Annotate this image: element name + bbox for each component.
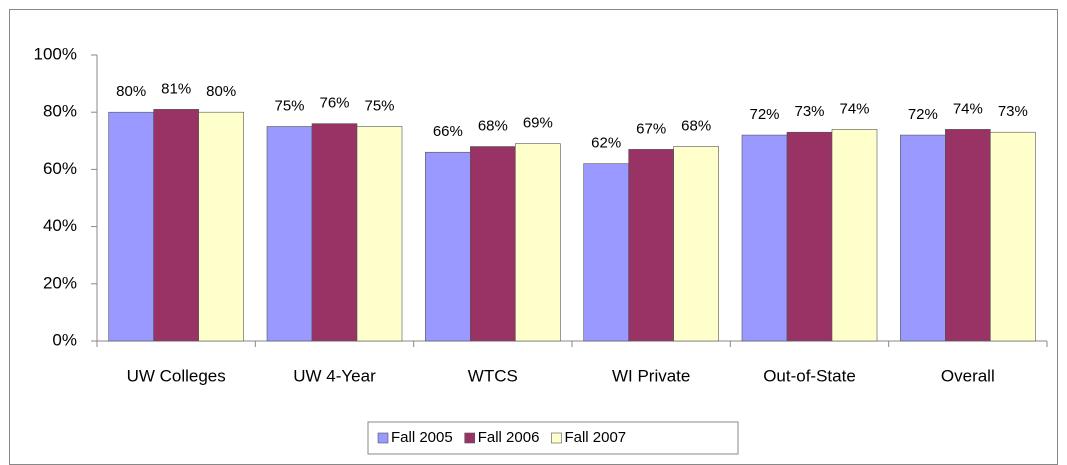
value-label: 74% bbox=[953, 100, 983, 117]
value-label: 80% bbox=[116, 83, 146, 100]
bar bbox=[515, 143, 561, 342]
bar bbox=[266, 126, 313, 342]
value-label: 66% bbox=[433, 123, 463, 140]
x-tick-label: Overall bbox=[941, 366, 995, 385]
bar bbox=[945, 129, 991, 342]
legend-label: Fall 2006 bbox=[478, 429, 540, 446]
value-label: 73% bbox=[998, 103, 1028, 120]
value-label: 73% bbox=[794, 103, 824, 120]
legend-label: Fall 2005 bbox=[391, 429, 453, 446]
value-label: 74% bbox=[839, 100, 869, 117]
value-label: 76% bbox=[319, 95, 349, 112]
bar bbox=[470, 146, 516, 342]
legend-swatch bbox=[551, 432, 562, 444]
y-tick-label: 60% bbox=[43, 159, 77, 178]
bar bbox=[628, 149, 674, 342]
bar bbox=[198, 111, 244, 342]
value-label: 68% bbox=[478, 117, 508, 134]
value-label: 80% bbox=[206, 83, 236, 100]
value-label: 75% bbox=[364, 97, 394, 114]
bar bbox=[990, 131, 1036, 342]
x-tick-label: UW 4-Year bbox=[293, 366, 376, 385]
bar bbox=[108, 111, 154, 342]
bar bbox=[831, 129, 878, 342]
value-label: 68% bbox=[681, 117, 711, 134]
bar bbox=[425, 151, 471, 342]
y-tick-label: 0% bbox=[52, 330, 77, 349]
x-tick-label: Out-of-State bbox=[763, 366, 856, 385]
bar bbox=[900, 134, 946, 342]
x-tick-label: WI Private bbox=[612, 366, 690, 385]
legend-label: Fall 2007 bbox=[564, 429, 626, 446]
value-label: 75% bbox=[274, 97, 304, 114]
value-label: 72% bbox=[749, 106, 779, 123]
bar bbox=[741, 134, 788, 342]
y-tick-label: 20% bbox=[43, 273, 77, 292]
x-tick-label: UW Colleges bbox=[127, 366, 226, 385]
value-label: 67% bbox=[636, 120, 666, 137]
y-tick-label: 100% bbox=[34, 44, 77, 63]
y-tick-label: 40% bbox=[43, 216, 77, 235]
bar bbox=[311, 123, 358, 342]
x-tick-label: WTCS bbox=[468, 366, 518, 385]
bar bbox=[786, 131, 833, 342]
value-label: 62% bbox=[591, 135, 621, 152]
value-label: 81% bbox=[161, 80, 191, 97]
legend-swatch bbox=[464, 432, 476, 444]
bar bbox=[356, 126, 403, 342]
bar bbox=[673, 146, 719, 342]
bar bbox=[153, 109, 199, 342]
value-label: 72% bbox=[908, 106, 938, 123]
value-label: 69% bbox=[523, 115, 553, 132]
legend-swatch bbox=[377, 432, 389, 444]
y-tick-label: 80% bbox=[43, 102, 77, 121]
bar bbox=[583, 163, 629, 342]
